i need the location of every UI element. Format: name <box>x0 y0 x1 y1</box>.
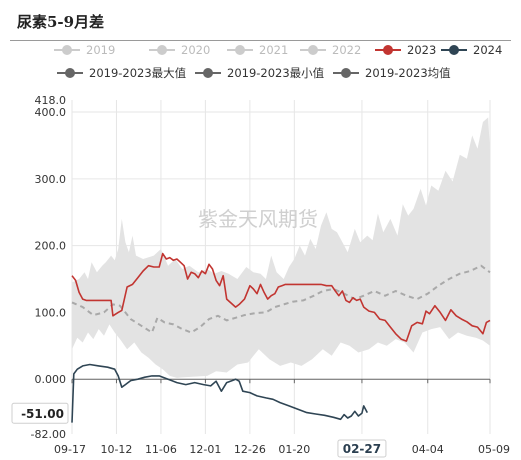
x-tick-label: 12-26 <box>234 443 266 456</box>
series-band-max-min <box>72 117 490 378</box>
axis-pointer-x-badge: 02-27 <box>337 439 387 458</box>
legend-symbol-icon <box>235 45 245 55</box>
axis-pointer-y-badge: -51.00 <box>11 402 69 424</box>
axis-pointer-y-label: -51.00 <box>21 407 64 421</box>
watermark-text: 紫金天风期货 <box>198 207 318 231</box>
series-line-2023[interactable] <box>71 252 491 342</box>
x-tick-label: 11-06 <box>145 443 177 456</box>
y-tick-label: 0.000 <box>35 373 67 386</box>
legend-label: 2019-2023最小值 <box>227 66 325 80</box>
y-tick-label: -82.00 <box>31 428 66 441</box>
legend-label: 2023 <box>407 43 436 57</box>
legend-label: 2024 <box>473 43 502 57</box>
x-tick-label: 09-17 <box>54 443 86 456</box>
y-tick-label: 300.0 <box>35 173 67 186</box>
chart-title: 尿素5-9月差 <box>17 13 105 31</box>
legend-item-2022[interactable]: 2022 <box>300 43 361 57</box>
legend-item-2024[interactable]: 2024 <box>441 43 502 57</box>
x-tick-label: 01-20 <box>278 443 310 456</box>
legend-label: 2019-2023最大值 <box>89 66 187 80</box>
series-line-2019-2023均值[interactable] <box>71 264 491 334</box>
y-tick-label: 100.0 <box>35 306 67 319</box>
legend-label: 2019-2023均值 <box>365 66 451 80</box>
x-tick-label: 05-09 <box>478 443 510 456</box>
legend-item-2019-2023最小值[interactable]: 2019-2023最小值 <box>195 66 325 80</box>
axis-pointer-x-label: 02-27 <box>343 442 381 456</box>
legend-symbol-icon <box>308 45 318 55</box>
legend-item-2019[interactable]: 2019 <box>54 43 115 57</box>
legend-symbol-icon <box>65 68 75 78</box>
legend-label: 2019 <box>86 43 115 57</box>
legend-symbol-icon <box>62 45 72 55</box>
legend-symbol-icon <box>449 45 459 55</box>
x-tick-label: 12-01 <box>189 443 221 456</box>
legend-symbol-icon <box>203 68 213 78</box>
legend-symbol-icon <box>341 68 351 78</box>
legend-label: 2022 <box>332 43 361 57</box>
legend-symbol-icon <box>157 45 167 55</box>
title-divider <box>10 40 511 41</box>
series-line-2024[interactable] <box>71 363 369 423</box>
legend-symbol-icon <box>383 45 393 55</box>
legend-item-2019-2023最大值[interactable]: 2019-2023最大值 <box>57 66 187 80</box>
legend-item-2021[interactable]: 2021 <box>227 43 288 57</box>
y-tick-label: 200.0 <box>35 240 67 253</box>
legend-label: 2020 <box>181 43 210 57</box>
legend-label: 2021 <box>259 43 288 57</box>
y-tick-label: 400.0 <box>35 106 67 119</box>
y-tick-label: 418.0 <box>35 94 67 107</box>
legend-item-2023[interactable]: 2023 <box>375 43 436 57</box>
x-tick-label: 10-12 <box>100 443 132 456</box>
legend-item-2020[interactable]: 2020 <box>149 43 210 57</box>
x-tick-label: 04-04 <box>412 443 444 456</box>
legend-item-2019-2023均值[interactable]: 2019-2023均值 <box>333 66 451 80</box>
